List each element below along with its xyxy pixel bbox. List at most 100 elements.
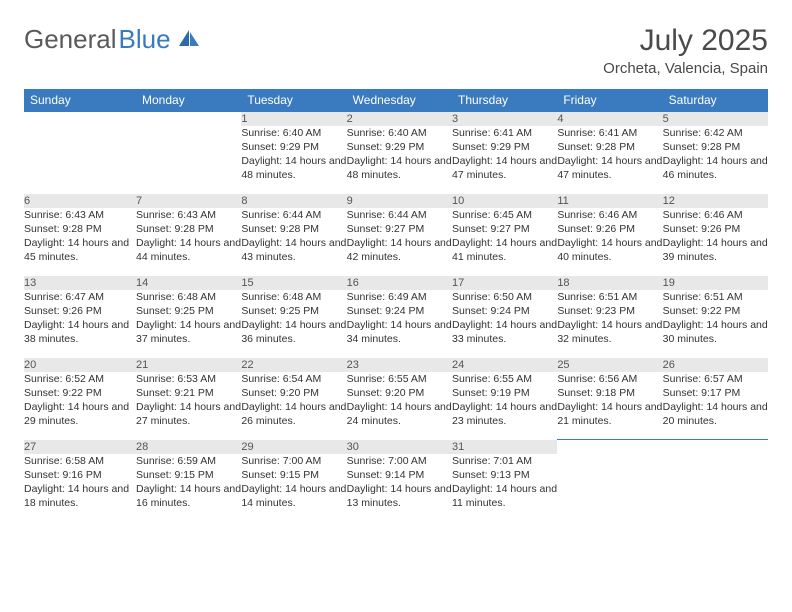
daylight-line: Daylight: 14 hours and 23 minutes. xyxy=(452,400,557,428)
day-content-row: Sunrise: 6:52 AMSunset: 9:22 PMDaylight:… xyxy=(24,372,768,440)
daylight-line: Daylight: 14 hours and 46 minutes. xyxy=(663,154,768,182)
daylight-line: Daylight: 14 hours and 20 minutes. xyxy=(663,400,768,428)
sunrise-line: Sunrise: 6:53 AM xyxy=(136,372,241,386)
day-number: 13 xyxy=(24,276,136,290)
sunrise-line: Sunrise: 6:43 AM xyxy=(24,208,136,222)
day-cell: Sunrise: 6:56 AMSunset: 9:18 PMDaylight:… xyxy=(557,372,662,440)
sunset-line: Sunset: 9:24 PM xyxy=(452,304,557,318)
sunrise-line: Sunrise: 6:42 AM xyxy=(663,126,768,140)
day-number: 17 xyxy=(452,276,557,290)
sunset-line: Sunset: 9:26 PM xyxy=(24,304,136,318)
day-content-row: Sunrise: 6:43 AMSunset: 9:28 PMDaylight:… xyxy=(24,208,768,276)
day-number-row: 13141516171819 xyxy=(24,276,768,290)
sunrise-line: Sunrise: 6:48 AM xyxy=(136,290,241,304)
daylight-line: Daylight: 14 hours and 24 minutes. xyxy=(347,400,452,428)
sunset-line: Sunset: 9:25 PM xyxy=(241,304,346,318)
daylight-line: Daylight: 14 hours and 42 minutes. xyxy=(347,236,452,264)
daylight-line: Daylight: 14 hours and 29 minutes. xyxy=(24,400,136,428)
daylight-line: Daylight: 14 hours and 21 minutes. xyxy=(557,400,662,428)
day-number: 19 xyxy=(663,276,768,290)
empty-cell xyxy=(557,440,662,454)
sunrise-line: Sunrise: 6:43 AM xyxy=(136,208,241,222)
day-cell: Sunrise: 6:47 AMSunset: 9:26 PMDaylight:… xyxy=(24,290,136,358)
day-number-row: 2728293031 xyxy=(24,440,768,454)
day-number: 31 xyxy=(452,440,557,454)
day-cell: Sunrise: 6:41 AMSunset: 9:28 PMDaylight:… xyxy=(557,126,662,194)
day-cell: Sunrise: 6:46 AMSunset: 9:26 PMDaylight:… xyxy=(663,208,768,276)
daylight-line: Daylight: 14 hours and 13 minutes. xyxy=(347,482,452,510)
day-number: 27 xyxy=(24,440,136,454)
day-number: 21 xyxy=(136,358,241,372)
calendar-table: SundayMondayTuesdayWednesdayThursdayFrid… xyxy=(24,89,768,522)
sunrise-line: Sunrise: 6:50 AM xyxy=(452,290,557,304)
day-number: 1 xyxy=(241,112,346,126)
daylight-line: Daylight: 14 hours and 39 minutes. xyxy=(663,236,768,264)
day-number: 29 xyxy=(241,440,346,454)
day-number: 26 xyxy=(663,358,768,372)
sunset-line: Sunset: 9:28 PM xyxy=(557,140,662,154)
sunrise-line: Sunrise: 6:45 AM xyxy=(452,208,557,222)
sunset-line: Sunset: 9:19 PM xyxy=(452,386,557,400)
page-title: July 2025 xyxy=(603,24,768,58)
day-cell: Sunrise: 6:40 AMSunset: 9:29 PMDaylight:… xyxy=(347,126,452,194)
sunset-line: Sunset: 9:29 PM xyxy=(241,140,346,154)
sunset-line: Sunset: 9:24 PM xyxy=(347,304,452,318)
daylight-line: Daylight: 14 hours and 26 minutes. xyxy=(241,400,346,428)
sail-icon xyxy=(177,24,201,55)
day-cell: Sunrise: 6:42 AMSunset: 9:28 PMDaylight:… xyxy=(663,126,768,194)
sunrise-line: Sunrise: 6:40 AM xyxy=(241,126,346,140)
day-cell: Sunrise: 6:59 AMSunset: 9:15 PMDaylight:… xyxy=(136,454,241,522)
header: GeneralBlue July 2025 Orcheta, Valencia,… xyxy=(24,24,768,77)
day-header: Friday xyxy=(557,89,662,112)
sunrise-line: Sunrise: 6:54 AM xyxy=(241,372,346,386)
day-number: 11 xyxy=(557,194,662,208)
sunrise-line: Sunrise: 6:51 AM xyxy=(663,290,768,304)
sunset-line: Sunset: 9:20 PM xyxy=(241,386,346,400)
sunrise-line: Sunrise: 6:46 AM xyxy=(557,208,662,222)
sunrise-line: Sunrise: 6:47 AM xyxy=(24,290,136,304)
day-header: Monday xyxy=(136,89,241,112)
sunrise-line: Sunrise: 7:00 AM xyxy=(241,454,346,468)
day-number: 6 xyxy=(24,194,136,208)
day-cell: Sunrise: 6:52 AMSunset: 9:22 PMDaylight:… xyxy=(24,372,136,440)
sunset-line: Sunset: 9:28 PM xyxy=(241,222,346,236)
sunset-line: Sunset: 9:26 PM xyxy=(557,222,662,236)
sunset-line: Sunset: 9:13 PM xyxy=(452,468,557,482)
daylight-line: Daylight: 14 hours and 27 minutes. xyxy=(136,400,241,428)
daylight-line: Daylight: 14 hours and 18 minutes. xyxy=(24,482,136,510)
sunset-line: Sunset: 9:22 PM xyxy=(24,386,136,400)
empty-cell xyxy=(24,126,136,194)
day-number: 15 xyxy=(241,276,346,290)
daylight-line: Daylight: 14 hours and 41 minutes. xyxy=(452,236,557,264)
daylight-line: Daylight: 14 hours and 16 minutes. xyxy=(136,482,241,510)
day-cell: Sunrise: 6:44 AMSunset: 9:28 PMDaylight:… xyxy=(241,208,346,276)
daylight-line: Daylight: 14 hours and 43 minutes. xyxy=(241,236,346,264)
day-cell: Sunrise: 6:40 AMSunset: 9:29 PMDaylight:… xyxy=(241,126,346,194)
day-content-row: Sunrise: 6:47 AMSunset: 9:26 PM Daylight:… xyxy=(24,290,768,358)
sunrise-line: Sunrise: 6:55 AM xyxy=(452,372,557,386)
day-number: 7 xyxy=(136,194,241,208)
day-header: Sunday xyxy=(24,89,136,112)
sunset-line: Sunset: 9:23 PM xyxy=(557,304,662,318)
day-cell: Sunrise: 6:48 AMSunset: 9:25 PMDaylight:… xyxy=(136,290,241,358)
day-number: 14 xyxy=(136,276,241,290)
sunrise-line: Sunrise: 7:01 AM xyxy=(452,454,557,468)
sunrise-line: Sunrise: 6:59 AM xyxy=(136,454,241,468)
day-cell: Sunrise: 6:45 AMSunset: 9:27 PMDaylight:… xyxy=(452,208,557,276)
sunset-line: Sunset: 9:29 PM xyxy=(347,140,452,154)
day-header: Wednesday xyxy=(347,89,452,112)
day-cell: Sunrise: 6:57 AMSunset: 9:17 PMDaylight:… xyxy=(663,372,768,440)
logo-text-2: Blue xyxy=(119,24,171,55)
sunrise-line: Sunrise: 6:48 AM xyxy=(241,290,346,304)
sunset-line: Sunset: 9:16 PM xyxy=(24,468,136,482)
day-cell: Sunrise: 6:41 AMSunset: 9:29 PMDaylight:… xyxy=(452,126,557,194)
day-number-row: 20212223242526 xyxy=(24,358,768,372)
title-block: July 2025 Orcheta, Valencia, Spain xyxy=(603,24,768,77)
sunrise-line: Sunrise: 6:49 AM xyxy=(347,290,452,304)
daylight-line: Daylight: 14 hours and 33 minutes. xyxy=(452,318,557,346)
day-cell: Sunrise: 6:43 AMSunset: 9:28 PMDaylight:… xyxy=(24,208,136,276)
day-header-row: SundayMondayTuesdayWednesdayThursdayFrid… xyxy=(24,89,768,112)
day-header: Thursday xyxy=(452,89,557,112)
location: Orcheta, Valencia, Spain xyxy=(603,60,768,77)
empty-cell xyxy=(136,126,241,194)
